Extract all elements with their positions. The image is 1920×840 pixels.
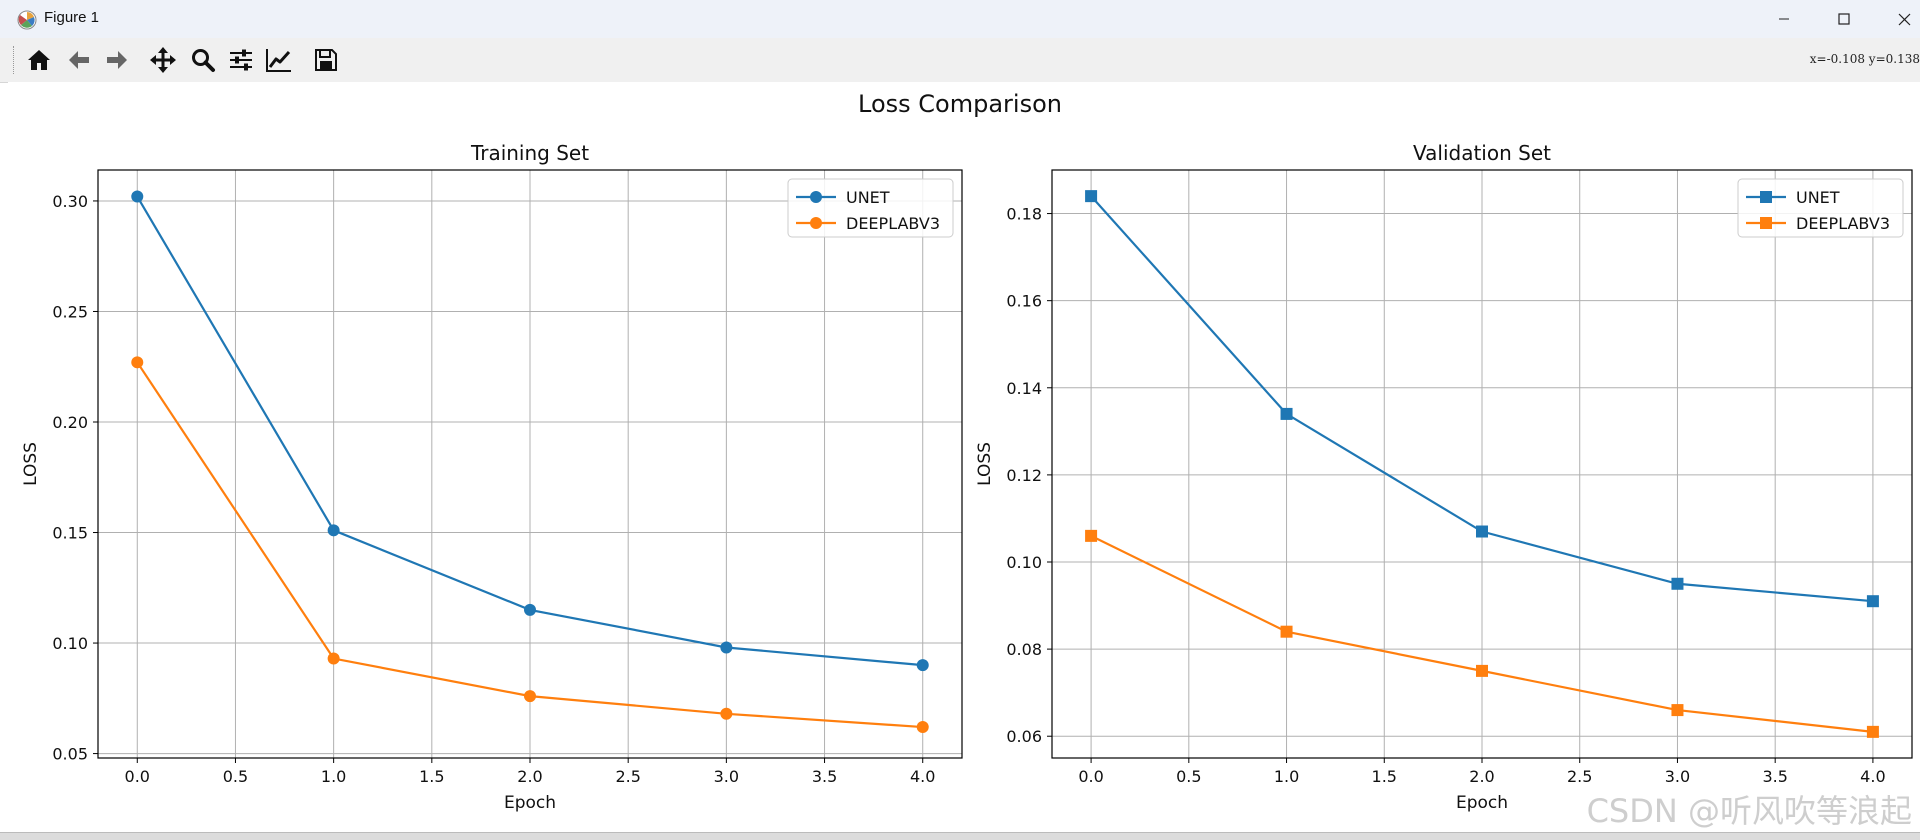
legend-marker (810, 217, 822, 229)
data-point (524, 690, 536, 703)
cursor-coordinates: x=-0.108 y=0.138 (1809, 52, 1920, 66)
y-tick-label: 0.25 (52, 302, 88, 321)
data-point (131, 190, 144, 203)
x-tick-label: 1.5 (419, 767, 444, 786)
figure-suptitle: Loss Comparison (858, 90, 1062, 118)
x-tick-label: 1.0 (321, 767, 346, 786)
y-tick-label: 0.05 (52, 745, 88, 764)
arrow-right-icon (107, 51, 127, 69)
legend-marker (810, 191, 822, 203)
y-tick-label: 0.15 (52, 524, 88, 543)
navigation-toolbar: x=-0.108 y=0.138 (0, 38, 1920, 83)
legend-label: UNET (846, 188, 890, 207)
home-button[interactable] (22, 44, 56, 76)
data-point (720, 641, 733, 654)
edit-axis-button[interactable] (262, 44, 296, 76)
y-tick-label: 0.20 (52, 413, 88, 432)
x-tick-label: 2.0 (517, 767, 542, 786)
legend-label: DEEPLABV3 (846, 214, 940, 233)
close-button[interactable] (1876, 0, 1920, 38)
x-tick-label: 0.0 (125, 767, 150, 786)
chart-line-icon (266, 49, 291, 72)
minimize-icon (1779, 18, 1789, 20)
x-axis-label: Epoch (504, 793, 556, 813)
x-tick-label: 2.5 (615, 767, 640, 786)
data-point (916, 659, 929, 672)
configure-subplots-button[interactable] (224, 44, 258, 76)
x-tick-label: 3.5 (812, 767, 837, 786)
title-bar[interactable]: Figure 1 (0, 0, 1920, 38)
data-point (916, 721, 929, 734)
y-axis-label: LOSS (21, 442, 41, 486)
toolbar-grip[interactable] (13, 46, 17, 74)
pan-button[interactable] (146, 44, 180, 76)
maximize-button[interactable] (1816, 0, 1872, 38)
move-icon (150, 47, 176, 73)
zoom-button[interactable] (186, 44, 220, 76)
x-tick-label: 4.0 (910, 767, 935, 786)
x-tick-label: 3.0 (714, 767, 739, 786)
forward-button[interactable] (100, 44, 134, 76)
data-point (524, 603, 536, 616)
y-tick-label: 0.10 (52, 634, 88, 653)
data-point (720, 707, 733, 720)
data-point (327, 524, 340, 537)
arrow-left-icon (69, 51, 89, 69)
subplot-title: Training Set (470, 141, 589, 165)
save-button[interactable] (309, 44, 343, 76)
window-title: Figure 1 (44, 9, 100, 26)
floppy-disk-icon (315, 49, 337, 71)
data-point (327, 652, 340, 665)
axes-frame (97, 169, 963, 759)
maximize-icon (1838, 13, 1850, 25)
home-icon (28, 50, 50, 70)
sliders-icon (230, 49, 252, 71)
csdn-watermark: CSDN @听风吹等浪起 (1586, 792, 1912, 830)
x-tick-label: 0.5 (223, 767, 248, 786)
minimize-button[interactable] (1756, 0, 1812, 38)
magnifier-icon (192, 49, 215, 72)
close-icon (1898, 13, 1910, 25)
y-tick-label: 0.30 (52, 192, 88, 211)
data-point (131, 356, 144, 369)
matplotlib-app-icon (17, 10, 37, 30)
back-button[interactable] (62, 44, 96, 76)
